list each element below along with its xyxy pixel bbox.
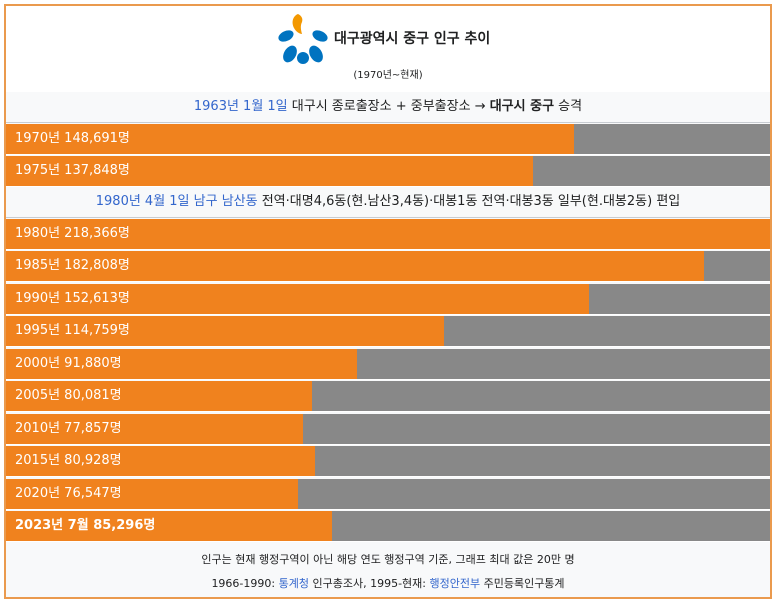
bar-fill bbox=[6, 381, 312, 411]
bar-row: 2023년 7월 85,296명 bbox=[6, 511, 770, 542]
bar-fill bbox=[6, 511, 332, 541]
bar-row: 2015년 80,928명 bbox=[6, 446, 770, 477]
bar-row: 2010년 77,857명 bbox=[6, 414, 770, 445]
population-chart-frame: 대구광역시 중구 인구 추이 (1970년~현재) 1963년 1월 1일 대구… bbox=[4, 4, 772, 599]
jung-gu-emblem-icon bbox=[278, 14, 328, 64]
bar-row: 1975년 137,848명 bbox=[6, 156, 770, 187]
bar-label: 1990년 152,613명 bbox=[15, 291, 130, 306]
note-1980-date-link[interactable]: 1980년 4월 1일 남구 남산동 bbox=[95, 194, 258, 209]
chart-subtitle: (1970년~현재) bbox=[353, 70, 423, 81]
note-1980-text: 전역·대명4,6동(현.남산3,4동)·대봉1동 전역·대봉3동 일부(현.대봉… bbox=[257, 194, 681, 209]
bar-label: 1975년 137,848명 bbox=[15, 163, 130, 178]
bar-label: 2023년 7월 85,296명 bbox=[15, 518, 156, 533]
source-link-kostat[interactable]: 통계청 bbox=[278, 577, 309, 590]
chart-title: 대구광역시 중구 인구 추이 bbox=[334, 31, 491, 47]
footer-sources: 1966-1990: 통계청 인구총조사, 1995-현재: 행정안전부 주민등… bbox=[6, 575, 770, 591]
bar-fill bbox=[6, 446, 316, 476]
bar-row: 2000년 91,880명 bbox=[6, 349, 770, 380]
bar-row: 1990년 152,613명 bbox=[6, 284, 770, 315]
history-note-1963: 1963년 1월 1일 대구시 종로출장소 + 중부출장소 → 대구시 중구 승… bbox=[6, 92, 770, 123]
note-1963-text: 대구시 종로출장소 + 중부출장소 → bbox=[287, 99, 490, 114]
chart-header: 대구광역시 중구 인구 추이 (1970년~현재) bbox=[6, 6, 770, 93]
note-1963-bold: 대구시 중구 bbox=[489, 99, 555, 114]
bar-label: 2005년 80,081명 bbox=[15, 388, 122, 403]
bar-label: 2000년 91,880명 bbox=[15, 356, 122, 371]
bar-label: 2020년 76,547명 bbox=[15, 486, 122, 501]
bar-label: 1985년 182,808명 bbox=[15, 258, 130, 273]
bar-fill bbox=[6, 156, 533, 186]
bar-fill bbox=[6, 251, 705, 281]
bar-fill bbox=[6, 316, 445, 346]
bar-label: 1970년 148,691명 bbox=[15, 131, 130, 146]
note-1963-tail: 승격 bbox=[554, 99, 583, 114]
source-label-1: 1966-1990: bbox=[211, 577, 279, 590]
note-1963-date-link[interactable]: 1963년 1월 1일 bbox=[193, 99, 288, 114]
bar-label: 2015년 80,928명 bbox=[15, 453, 122, 468]
source-label-3: 주민등록인구통계 bbox=[480, 577, 565, 590]
bar-row: 1970년 148,691명 bbox=[6, 124, 770, 155]
bar-label: 1980년 218,366명 bbox=[15, 226, 130, 241]
bar-row: 1980년 218,366명 bbox=[6, 219, 770, 250]
footer-note: 인구는 현재 행정구역이 아닌 해당 연도 행정구역 기준, 그래프 최대 값은… bbox=[201, 553, 575, 566]
source-label-2: 인구총조사, 1995-현재: bbox=[308, 577, 430, 590]
bar-fill bbox=[6, 284, 589, 314]
bar-row: 2005년 80,081명 bbox=[6, 381, 770, 412]
bar-label: 1995년 114,759명 bbox=[15, 323, 130, 338]
source-link-mois[interactable]: 행정안전부 bbox=[429, 577, 481, 590]
population-bars: 1970년 148,691명 1975년 137,848명 1980년 218,36… bbox=[6, 6, 770, 597]
bar-fill bbox=[6, 349, 357, 379]
bar-label: 2010년 77,857명 bbox=[15, 421, 122, 436]
bar-fill bbox=[6, 124, 574, 154]
bar-row: 1995년 114,759명 bbox=[6, 316, 770, 347]
bar-row: 2020년 76,547명 bbox=[6, 479, 770, 510]
chart-footer: 인구는 현재 행정구역이 아닌 해당 연도 행정구역 기준, 그래프 최대 값은… bbox=[6, 543, 770, 597]
bar-fill bbox=[6, 479, 299, 509]
bar-fill bbox=[6, 414, 304, 444]
history-note-1980: 1980년 4월 1일 남구 남산동 전역·대명4,6동(현.남산3,4동)·대… bbox=[6, 187, 770, 218]
bar-row: 1985년 182,808명 bbox=[6, 251, 770, 282]
bar-fill bbox=[6, 219, 770, 249]
